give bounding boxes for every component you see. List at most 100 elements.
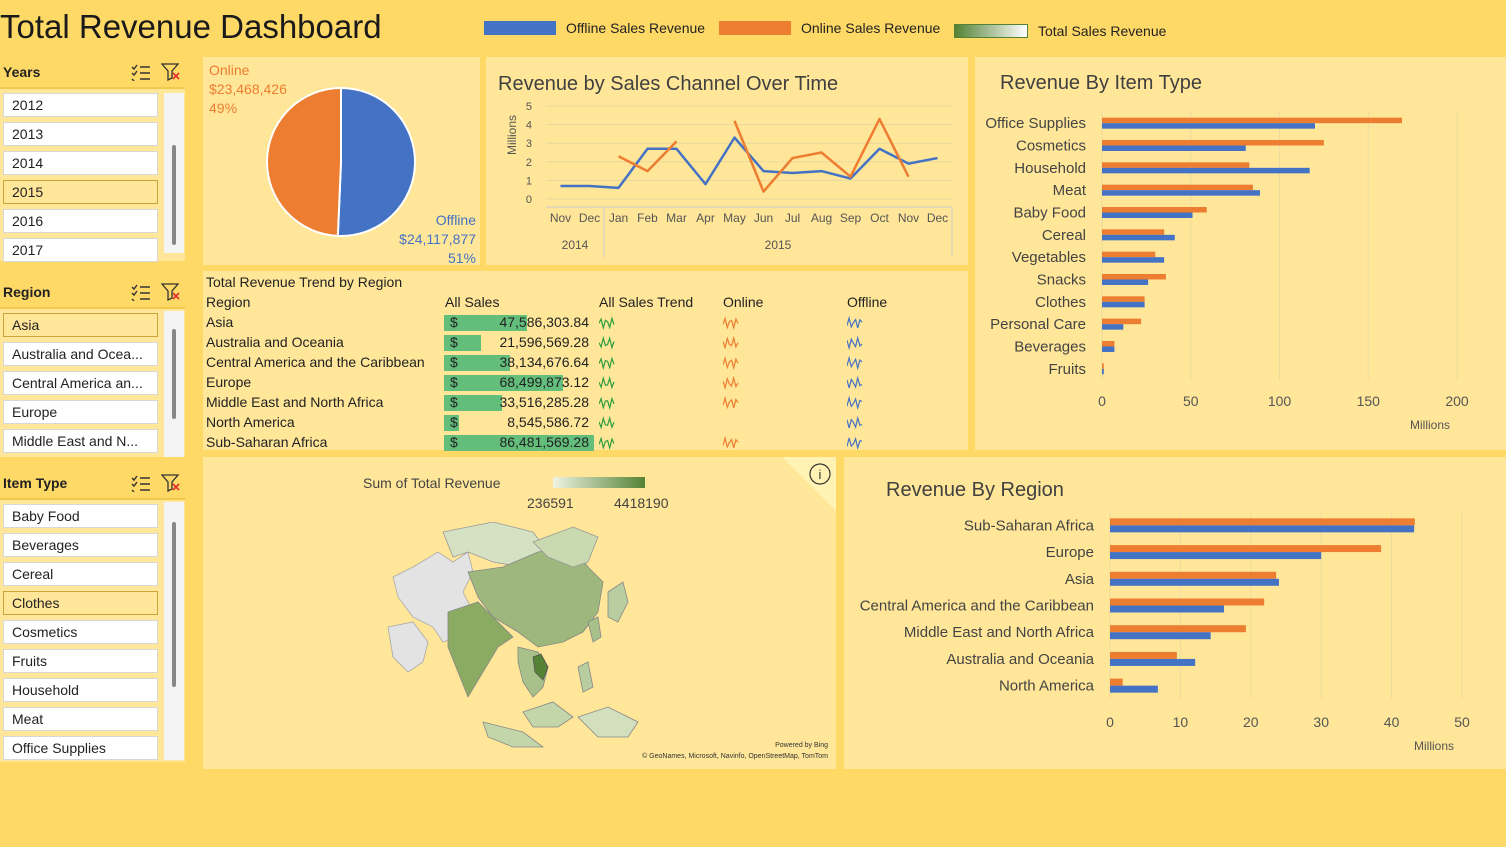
item-type-bar-offline[interactable] bbox=[1102, 145, 1246, 152]
slicer-item-type-item[interactable]: Cosmetics bbox=[3, 620, 158, 644]
map-region-mongolia[interactable] bbox=[532, 526, 599, 568]
table-sparkline-total bbox=[599, 356, 615, 370]
item-type-bar-online[interactable] bbox=[1102, 251, 1156, 258]
item-type-bar-offline[interactable] bbox=[1102, 301, 1145, 308]
region-bar-online[interactable] bbox=[1110, 571, 1277, 579]
item-type-bar-offline[interactable] bbox=[1102, 368, 1104, 375]
map-region-philippines[interactable] bbox=[577, 661, 594, 693]
item-type-bar-online[interactable] bbox=[1102, 341, 1115, 347]
clear-filter-icon[interactable] bbox=[161, 63, 181, 81]
col-header-offline[interactable]: Offline bbox=[847, 294, 888, 310]
item-type-bar-offline[interactable] bbox=[1102, 346, 1115, 353]
item-type-bar-online[interactable] bbox=[1102, 274, 1166, 280]
region-bar-offline[interactable] bbox=[1110, 525, 1415, 533]
slicer-item-type-item[interactable]: Clothes bbox=[3, 591, 158, 615]
slicer-item-type-item[interactable]: Meat bbox=[3, 707, 158, 731]
slicer-years-item[interactable]: 2012 bbox=[3, 93, 158, 117]
item-type-bar-offline[interactable] bbox=[1102, 257, 1165, 263]
slicer-item-type-scrollbar[interactable] bbox=[164, 502, 184, 760]
map-region-borneo[interactable] bbox=[522, 701, 574, 728]
map-region-japan[interactable] bbox=[607, 581, 629, 623]
clear-filter-icon[interactable] bbox=[161, 474, 181, 492]
pie-slice-online[interactable] bbox=[266, 86, 342, 237]
slicer-item-type-item[interactable]: Cereal bbox=[3, 562, 158, 586]
map-region-indonesia-east[interactable] bbox=[577, 706, 639, 738]
slicer-item-type-item[interactable]: Beverages bbox=[3, 533, 158, 557]
slicer-region-item[interactable]: Middle East and N... bbox=[3, 429, 158, 453]
line-y-tick: 5 bbox=[526, 101, 532, 113]
item-type-bar-online[interactable] bbox=[1102, 184, 1253, 191]
slicer-region-scroll-thumb[interactable] bbox=[172, 329, 176, 419]
table-cell-currency: $ bbox=[450, 414, 458, 430]
pie-slice-offline[interactable] bbox=[336, 86, 416, 237]
table-databar bbox=[444, 435, 594, 451]
map-region-arabia[interactable] bbox=[387, 621, 429, 673]
col-header-online[interactable]: Online bbox=[723, 294, 764, 310]
legend-total-swatch bbox=[954, 24, 1028, 38]
region-bar-online[interactable] bbox=[1110, 545, 1382, 553]
col-header-region[interactable]: Region bbox=[206, 294, 251, 310]
slicer-region-item[interactable]: Central America an... bbox=[3, 371, 158, 395]
map-info-corner[interactable]: i bbox=[782, 457, 836, 511]
region-bar-offline[interactable] bbox=[1110, 552, 1322, 560]
multi-select-icon[interactable] bbox=[131, 283, 151, 301]
line-y-tick: 3 bbox=[526, 138, 532, 150]
region-bar-offline[interactable] bbox=[1110, 578, 1279, 586]
item-type-bar-offline[interactable] bbox=[1102, 279, 1149, 286]
pie-online-value: $23,468,426 bbox=[209, 81, 287, 97]
slicer-years: Years 2012 2013 2014 2015 2016 2017 bbox=[0, 57, 185, 262]
clear-filter-icon[interactable] bbox=[161, 283, 181, 301]
item-type-bar-offline[interactable] bbox=[1102, 212, 1193, 219]
slicer-region-item[interactable]: Australia and Ocea... bbox=[3, 342, 158, 366]
item-type-bar-online[interactable] bbox=[1102, 229, 1165, 235]
region-bar-online[interactable] bbox=[1110, 598, 1265, 606]
slicer-years-item[interactable]: 2017 bbox=[3, 238, 158, 262]
item-type-bar-online[interactable] bbox=[1102, 140, 1324, 146]
slicer-years-scroll-thumb[interactable] bbox=[172, 145, 176, 245]
col-header-all-sales[interactable]: All Sales bbox=[445, 294, 500, 310]
region-bar-online[interactable] bbox=[1110, 678, 1123, 686]
asia-map[interactable] bbox=[373, 522, 693, 762]
item-type-bar-online[interactable] bbox=[1102, 162, 1250, 168]
slicer-region-scrollbar[interactable] bbox=[164, 311, 184, 457]
item-type-category-label: Cosmetics bbox=[1016, 138, 1086, 155]
info-icon[interactable] bbox=[809, 463, 831, 485]
item-type-bar-offline[interactable] bbox=[1102, 190, 1260, 196]
item-type-bar-offline[interactable] bbox=[1102, 167, 1310, 174]
item-type-bar-offline[interactable] bbox=[1102, 234, 1175, 241]
item-type-bar-online[interactable] bbox=[1102, 117, 1402, 124]
slicer-item-type-item[interactable]: Baby Food bbox=[3, 504, 158, 528]
item-type-bar-online[interactable] bbox=[1102, 207, 1207, 213]
line-series-online[interactable] bbox=[617, 117, 910, 193]
item-type-bar-online[interactable] bbox=[1102, 296, 1145, 302]
slicer-region-item[interactable]: Asia bbox=[3, 313, 158, 337]
item-type-bar-online[interactable] bbox=[1102, 318, 1142, 325]
map-region-laos[interactable] bbox=[532, 653, 549, 681]
slicer-years-item[interactable]: 2016 bbox=[3, 209, 158, 233]
map-region-india[interactable] bbox=[447, 601, 514, 698]
multi-select-icon[interactable] bbox=[131, 63, 151, 81]
slicer-item-type-item[interactable]: Office Supplies bbox=[3, 736, 158, 760]
map-region-sumatra-java[interactable] bbox=[482, 721, 545, 748]
slicer-years-scrollbar[interactable] bbox=[164, 93, 184, 253]
item-type-bar-offline[interactable] bbox=[1102, 123, 1315, 129]
slicer-years-item[interactable]: 2014 bbox=[3, 151, 158, 175]
region-bar-online[interactable] bbox=[1110, 651, 1177, 659]
map-region-korea[interactable] bbox=[587, 616, 602, 643]
region-bar-offline[interactable] bbox=[1110, 605, 1225, 613]
item-type-bar-offline[interactable] bbox=[1102, 324, 1124, 330]
region-bar-online[interactable] bbox=[1110, 518, 1415, 526]
slicer-item-type-scroll-thumb[interactable] bbox=[172, 522, 176, 687]
slicer-years-item[interactable]: 2015 bbox=[3, 180, 158, 204]
slicer-years-item[interactable]: 2013 bbox=[3, 122, 158, 146]
region-bar-online[interactable] bbox=[1110, 625, 1246, 633]
item-type-bar-online[interactable] bbox=[1102, 363, 1104, 369]
region-bar-offline[interactable] bbox=[1110, 658, 1196, 666]
slicer-item-type-item[interactable]: Household bbox=[3, 678, 158, 702]
slicer-item-type-item[interactable]: Fruits bbox=[3, 649, 158, 673]
region-bar-offline[interactable] bbox=[1110, 632, 1211, 640]
slicer-region-item[interactable]: Europe bbox=[3, 400, 158, 424]
region-bar-offline[interactable] bbox=[1110, 685, 1158, 693]
multi-select-icon[interactable] bbox=[131, 474, 151, 492]
col-header-all-sales-trend[interactable]: All Sales Trend bbox=[599, 294, 694, 310]
